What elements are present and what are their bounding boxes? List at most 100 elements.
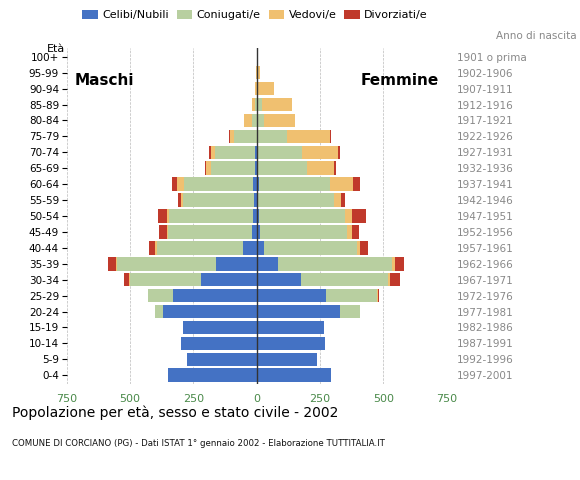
Bar [389,273,390,287]
Text: Popolazione per età, sesso e stato civile - 2002: Popolazione per età, sesso e stato civil… [12,406,338,420]
Bar [257,369,331,382]
Bar [209,145,211,159]
Bar [178,193,181,207]
Bar [330,178,353,191]
Bar [327,289,377,302]
Bar [257,130,287,143]
Bar [264,241,357,254]
Bar [254,193,257,207]
Text: Maschi: Maschi [74,73,134,88]
Bar [159,225,166,239]
Bar [301,273,389,287]
Bar [392,257,394,271]
Bar [169,209,253,223]
Bar [342,193,345,207]
Bar [215,145,255,159]
Bar [116,257,117,271]
Bar [260,225,347,239]
Bar [390,273,400,287]
Bar [183,193,254,207]
Bar [307,161,334,175]
Bar [258,82,274,96]
Bar [302,145,338,159]
Bar [334,193,342,207]
Bar [257,352,317,366]
Bar [258,193,334,207]
Bar [244,114,252,127]
Bar [334,161,336,175]
Bar [124,273,129,287]
Bar [257,209,259,223]
Bar [130,273,201,287]
Bar [211,161,255,175]
Bar [172,178,177,191]
Bar [206,161,211,175]
Bar [257,241,264,254]
Bar [166,209,169,223]
Bar [211,145,215,159]
Bar [257,66,260,80]
Bar [163,305,257,318]
Bar [258,145,302,159]
Bar [257,178,259,191]
Bar [258,161,307,175]
Bar [183,321,257,334]
Bar [264,114,295,127]
Bar [129,273,130,287]
Bar [330,130,331,143]
Bar [351,225,359,239]
Bar [255,161,257,175]
Bar [357,241,361,254]
Bar [394,257,404,271]
Bar [377,289,378,302]
Bar [108,257,116,271]
Bar [257,305,340,318]
Bar [177,178,184,191]
Text: Età: Età [46,44,65,54]
Bar [201,273,257,287]
Bar [166,225,168,239]
Bar [184,178,253,191]
Bar [338,145,340,159]
Legend: Celibi/Nubili, Coniugati/e, Vedovi/e, Divorziati/e: Celibi/Nubili, Coniugati/e, Vedovi/e, Di… [78,6,432,25]
Bar [278,257,392,271]
Bar [181,193,183,207]
Bar [257,273,301,287]
Bar [257,98,262,111]
Text: COMUNE DI CORCIANO (PG) - Dati ISTAT 1° gennaio 2002 - Elaborazione TUTTITALIA.I: COMUNE DI CORCIANO (PG) - Dati ISTAT 1° … [12,439,385,448]
Bar [234,130,257,143]
Bar [257,82,258,96]
Bar [255,98,257,111]
Bar [257,289,327,302]
Bar [155,305,163,318]
Bar [187,352,257,366]
Bar [257,193,258,207]
Bar [361,241,368,254]
Bar [378,289,379,302]
Bar [257,321,324,334]
Bar [253,209,257,223]
Bar [340,305,361,318]
Bar [257,225,260,239]
Bar [257,336,325,350]
Bar [257,161,258,175]
Bar [168,225,252,239]
Bar [158,209,166,223]
Bar [345,209,351,223]
Bar [157,241,242,254]
Bar [257,114,264,127]
Bar [173,289,257,302]
Bar [230,130,234,143]
Bar [216,257,257,271]
Bar [181,336,257,350]
Bar [205,161,206,175]
Bar [253,178,257,191]
Bar [259,178,330,191]
Text: Femmine: Femmine [361,73,439,88]
Bar [117,257,216,271]
Bar [351,209,365,223]
Bar [262,98,292,111]
Bar [168,369,257,382]
Bar [252,98,255,111]
Bar [255,145,257,159]
